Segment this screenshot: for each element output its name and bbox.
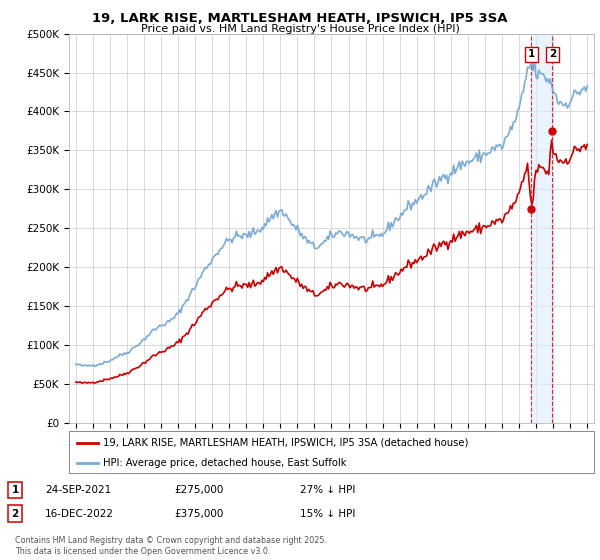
Text: Price paid vs. HM Land Registry's House Price Index (HPI): Price paid vs. HM Land Registry's House …	[140, 24, 460, 34]
Text: 1: 1	[528, 49, 535, 59]
Text: 19, LARK RISE, MARTLESHAM HEATH, IPSWICH, IP5 3SA: 19, LARK RISE, MARTLESHAM HEATH, IPSWICH…	[92, 12, 508, 25]
Text: £275,000: £275,000	[174, 485, 223, 495]
Text: 2: 2	[549, 49, 556, 59]
Text: 16-DEC-2022: 16-DEC-2022	[45, 508, 114, 519]
Bar	[532, 34, 553, 423]
Text: 19, LARK RISE, MARTLESHAM HEATH, IPSWICH, IP5 3SA (detached house): 19, LARK RISE, MARTLESHAM HEATH, IPSWICH…	[103, 438, 469, 448]
Text: HPI: Average price, detached house, East Suffolk: HPI: Average price, detached house, East…	[103, 458, 347, 468]
Text: 15% ↓ HPI: 15% ↓ HPI	[300, 508, 355, 519]
Text: Contains HM Land Registry data © Crown copyright and database right 2025.
This d: Contains HM Land Registry data © Crown c…	[15, 536, 327, 556]
Text: 1: 1	[11, 485, 19, 495]
Text: 2: 2	[11, 508, 19, 519]
Text: £375,000: £375,000	[174, 508, 223, 519]
Text: 24-SEP-2021: 24-SEP-2021	[45, 485, 111, 495]
Text: 27% ↓ HPI: 27% ↓ HPI	[300, 485, 355, 495]
